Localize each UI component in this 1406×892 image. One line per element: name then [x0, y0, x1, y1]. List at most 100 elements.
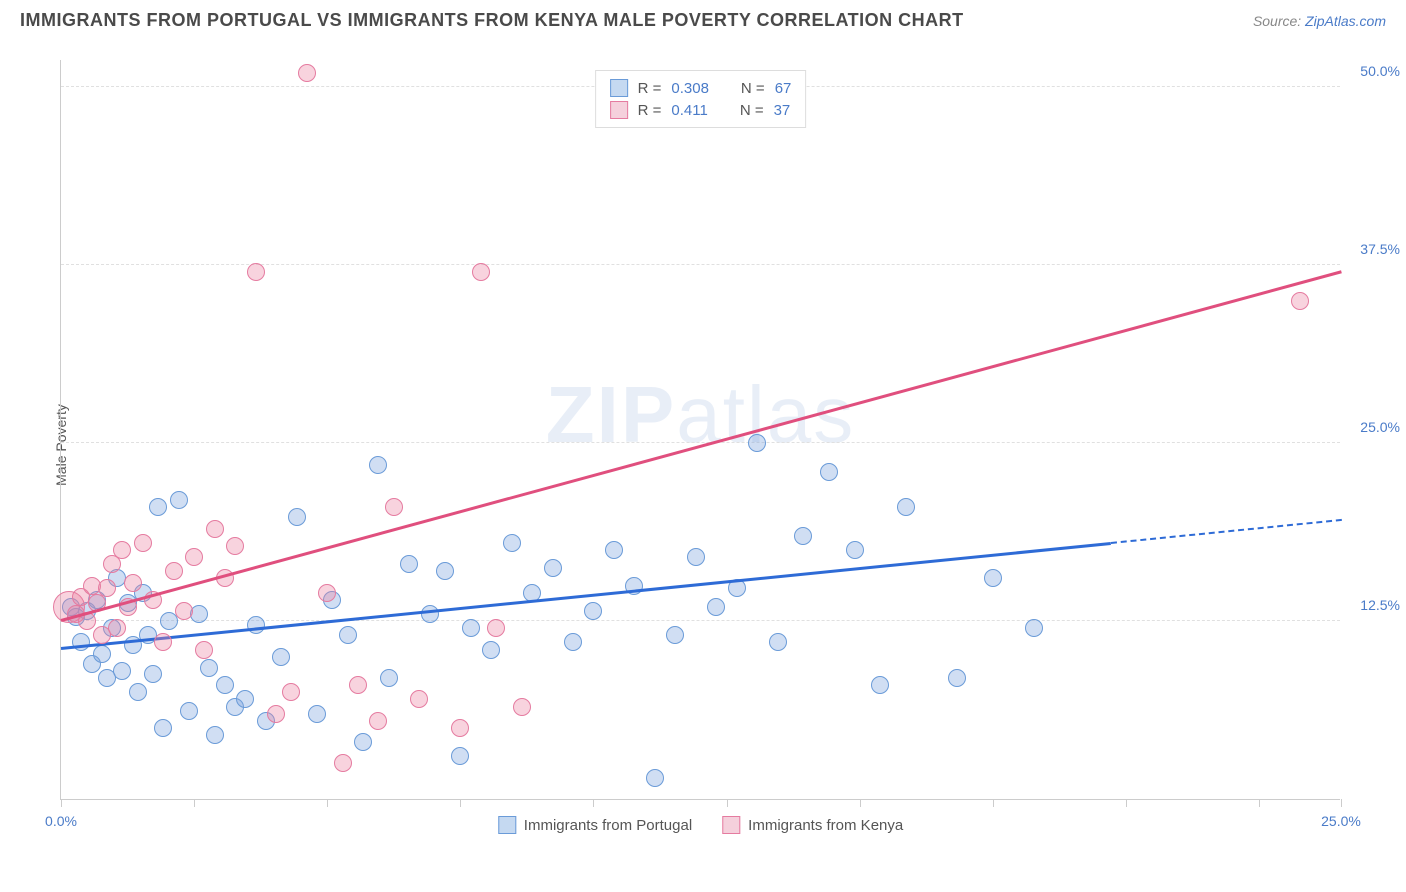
x-tick	[460, 799, 461, 807]
scatter-point	[216, 676, 234, 694]
scatter-point	[513, 698, 531, 716]
scatter-point	[247, 616, 265, 634]
scatter-point	[666, 626, 684, 644]
scatter-point	[113, 541, 131, 559]
scatter-point	[308, 705, 326, 723]
scatter-point	[687, 548, 705, 566]
scatter-point	[605, 541, 623, 559]
scatter-point	[200, 659, 218, 677]
scatter-point	[820, 463, 838, 481]
scatter-point	[108, 619, 126, 637]
chart-title: IMMIGRANTS FROM PORTUGAL VS IMMIGRANTS F…	[20, 10, 964, 31]
x-tick	[1259, 799, 1260, 807]
scatter-point	[134, 534, 152, 552]
scatter-point	[769, 633, 787, 651]
scatter-point	[436, 562, 454, 580]
header: IMMIGRANTS FROM PORTUGAL VS IMMIGRANTS F…	[0, 0, 1406, 36]
x-tick	[993, 799, 994, 807]
legend-series: Immigrants from Portugal Immigrants from …	[498, 816, 903, 834]
x-tick	[1341, 799, 1342, 807]
scatter-point	[154, 719, 172, 737]
trend-line	[61, 542, 1111, 650]
scatter-point	[236, 690, 254, 708]
scatter-point	[98, 579, 116, 597]
x-tick	[860, 799, 861, 807]
source-link[interactable]: ZipAtlas.com	[1305, 13, 1386, 29]
legend-swatch	[610, 101, 628, 119]
trend-line	[61, 270, 1342, 621]
scatter-point	[72, 633, 90, 651]
x-tick	[194, 799, 195, 807]
scatter-point	[165, 562, 183, 580]
scatter-point	[984, 569, 1002, 587]
y-tick-label: 50.0%	[1360, 63, 1400, 79]
x-tick	[727, 799, 728, 807]
chart-container: Male Poverty ZIPatlas R =0.308N =67R =0.…	[50, 50, 1386, 840]
scatter-point	[267, 705, 285, 723]
scatter-point	[400, 555, 418, 573]
scatter-point	[190, 605, 208, 623]
gridline-horizontal	[61, 442, 1340, 443]
scatter-point	[584, 602, 602, 620]
legend-series-item: Immigrants from Portugal	[498, 816, 692, 834]
scatter-point	[487, 619, 505, 637]
scatter-point	[93, 645, 111, 663]
scatter-point	[707, 598, 725, 616]
legend-n-label: N =	[741, 80, 765, 97]
scatter-point	[646, 769, 664, 787]
scatter-point	[544, 559, 562, 577]
legend-series-name: Immigrants from Kenya	[748, 817, 903, 834]
legend-r-label: R =	[638, 102, 662, 119]
scatter-point	[124, 574, 142, 592]
scatter-point	[451, 719, 469, 737]
scatter-point	[272, 648, 290, 666]
legend-swatch	[610, 79, 628, 97]
y-tick-label: 37.5%	[1360, 241, 1400, 257]
legend-series-item: Immigrants from Kenya	[722, 816, 903, 834]
legend-r-label: R =	[638, 80, 662, 97]
trend-line-dashed	[1110, 519, 1341, 545]
legend-swatch	[722, 816, 740, 834]
plot-area: ZIPatlas R =0.308N =67R =0.411N =37 Immi…	[60, 60, 1340, 800]
watermark-bold: ZIP	[546, 370, 676, 459]
scatter-point	[195, 641, 213, 659]
scatter-point	[897, 498, 915, 516]
x-tick	[327, 799, 328, 807]
scatter-point	[871, 676, 889, 694]
scatter-point	[503, 534, 521, 552]
legend-series-name: Immigrants from Portugal	[524, 817, 692, 834]
y-tick-label: 25.0%	[1360, 419, 1400, 435]
x-tick	[61, 799, 62, 807]
legend-correlation-row: R =0.411N =37	[610, 99, 792, 121]
source-attribution: Source: ZipAtlas.com	[1253, 13, 1386, 29]
legend-n-label: N =	[740, 102, 764, 119]
scatter-point	[144, 665, 162, 683]
legend-n-value: 37	[774, 102, 791, 119]
scatter-point	[451, 747, 469, 765]
scatter-point	[794, 527, 812, 545]
scatter-point	[748, 434, 766, 452]
scatter-point	[339, 626, 357, 644]
scatter-point	[206, 520, 224, 538]
source-prefix: Source:	[1253, 13, 1305, 29]
scatter-point	[298, 64, 316, 82]
scatter-point	[334, 754, 352, 772]
scatter-point	[206, 726, 224, 744]
scatter-point	[247, 263, 265, 281]
scatter-point	[1291, 292, 1309, 310]
scatter-point	[149, 498, 167, 516]
scatter-point	[129, 683, 147, 701]
scatter-point	[288, 508, 306, 526]
scatter-point	[282, 683, 300, 701]
scatter-point	[380, 669, 398, 687]
scatter-point	[170, 491, 188, 509]
scatter-point	[410, 690, 428, 708]
x-tick	[1126, 799, 1127, 807]
scatter-point	[1025, 619, 1043, 637]
scatter-point	[421, 605, 439, 623]
scatter-point	[369, 456, 387, 474]
scatter-point	[113, 662, 131, 680]
scatter-point	[462, 619, 480, 637]
y-tick-label: 12.5%	[1360, 597, 1400, 613]
scatter-point	[175, 602, 193, 620]
